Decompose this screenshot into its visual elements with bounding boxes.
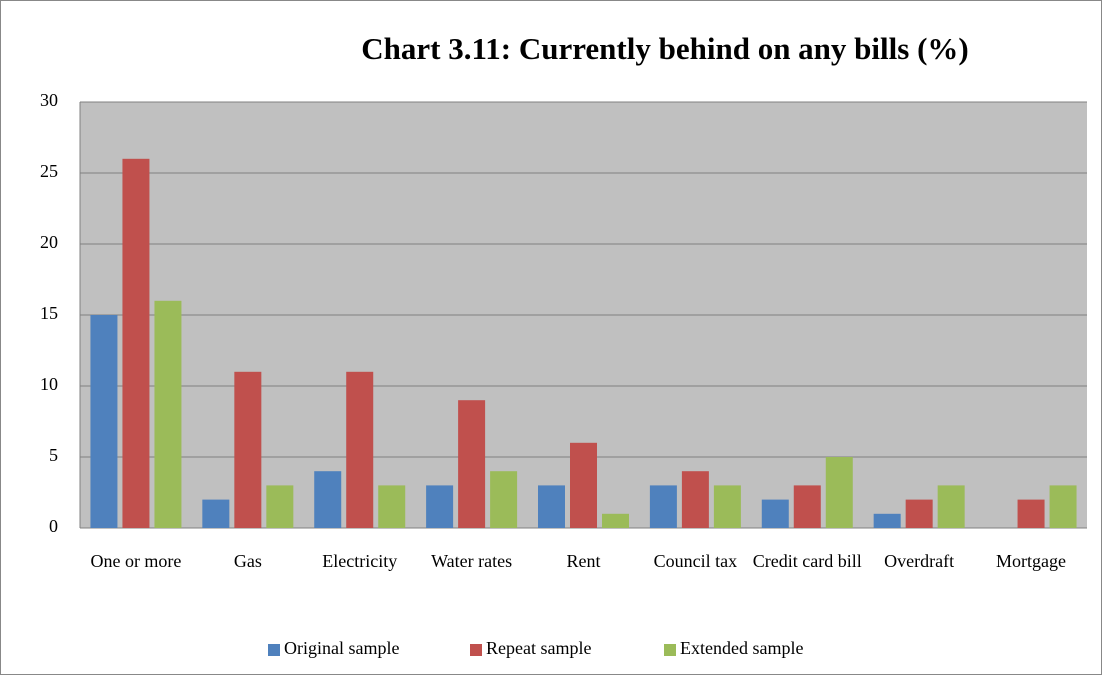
bar (602, 513, 629, 528)
bar (873, 513, 901, 528)
y-tick-label: 25 (40, 161, 58, 181)
x-tick-label: Credit card bill (752, 551, 862, 571)
bar (314, 471, 342, 528)
y-tick-label: 15 (40, 303, 58, 323)
bar (538, 485, 565, 528)
x-tick-label: One or more (90, 551, 182, 571)
bar (426, 485, 454, 528)
x-tick-label: Electricity (322, 551, 398, 571)
x-tick-label: Water rates (431, 551, 513, 571)
bar (681, 471, 709, 528)
bar (937, 485, 965, 528)
bar (266, 485, 294, 528)
legend-label: Repeat sample (486, 638, 591, 658)
bar (90, 315, 118, 528)
bar (234, 371, 262, 528)
bar (761, 499, 789, 528)
x-tick-label: Mortgage (996, 551, 1067, 571)
legend-label: Original sample (284, 638, 399, 658)
legend-swatch (664, 644, 676, 656)
chart-title: Chart 3.11: Currently behind on any bill… (361, 31, 968, 66)
legend-label: Extended sample (680, 638, 803, 658)
legend-swatch (470, 644, 482, 656)
bar (1017, 499, 1045, 528)
bar (713, 485, 741, 528)
x-tick-label: Council tax (653, 551, 738, 571)
bar (793, 485, 821, 528)
y-tick-label: 5 (49, 445, 58, 465)
bar (905, 499, 933, 528)
bar (458, 400, 486, 528)
x-tick-label: Gas (233, 551, 262, 571)
bar (378, 485, 406, 528)
x-tick-label: Overdraft (884, 551, 955, 571)
x-tick-label: Rent (566, 551, 601, 571)
legend-swatch (268, 644, 280, 656)
bar (346, 371, 374, 528)
bar (825, 457, 853, 528)
y-tick-label: 0 (49, 516, 58, 536)
y-tick-label: 10 (40, 374, 58, 394)
bar (122, 158, 150, 529)
bar (1049, 485, 1077, 528)
bar (649, 485, 677, 528)
bar (490, 471, 518, 528)
y-tick-label: 20 (40, 232, 58, 252)
bar (202, 499, 230, 528)
y-tick-label: 30 (40, 90, 58, 110)
bar (154, 300, 182, 528)
bar (570, 442, 597, 528)
